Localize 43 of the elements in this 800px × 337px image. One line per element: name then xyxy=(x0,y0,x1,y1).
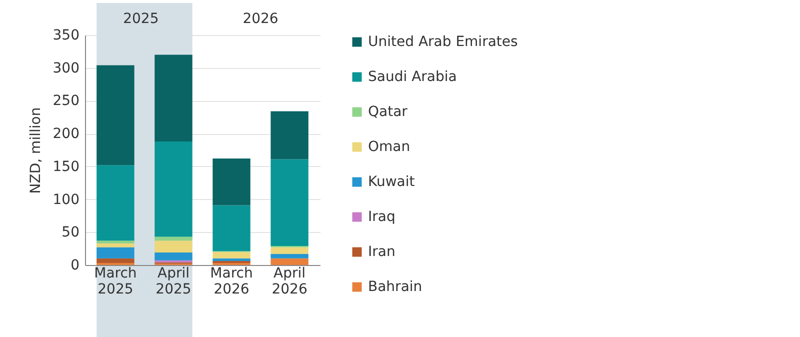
x-tick-label: March 2025 xyxy=(94,266,137,298)
bar xyxy=(96,240,134,244)
bar xyxy=(212,258,250,262)
y-tick-label: 250 xyxy=(52,93,80,110)
bar xyxy=(212,158,250,206)
legend-label: United Arab Emirates xyxy=(368,34,518,50)
legend-label: Saudi Arabia xyxy=(368,69,457,85)
bar xyxy=(154,236,192,241)
bar xyxy=(212,252,250,258)
legend-label: Oman xyxy=(368,139,410,155)
legend-label: Iraq xyxy=(368,209,396,225)
bar xyxy=(270,258,308,265)
y-axis-title: NZD, million xyxy=(28,107,44,194)
x-tick-label: April 2025 xyxy=(156,266,192,298)
bar xyxy=(270,254,308,258)
bar xyxy=(212,205,250,252)
y-tick-label: 0 xyxy=(70,258,80,274)
legend-label: Bahrain xyxy=(368,279,422,295)
bar xyxy=(96,65,134,166)
legend-label: Qatar xyxy=(368,104,408,120)
bar xyxy=(270,247,308,254)
bar xyxy=(154,252,192,260)
legend-label: Kuwait xyxy=(368,174,416,190)
bar xyxy=(270,111,308,160)
y-tick-label: 150 xyxy=(52,158,80,175)
x-tick-label: April 2026 xyxy=(272,266,308,298)
bar xyxy=(154,240,192,253)
bar xyxy=(96,243,134,248)
bar xyxy=(96,165,134,241)
y-tick-label: 200 xyxy=(52,126,80,142)
y-tick-label: 300 xyxy=(52,60,80,76)
bar xyxy=(270,159,308,246)
bar xyxy=(96,247,134,258)
bar xyxy=(154,141,192,237)
bar xyxy=(154,54,192,142)
band-label: 2025 xyxy=(123,11,159,27)
y-tick-label: 50 xyxy=(62,224,80,241)
y-tick-label: 350 xyxy=(52,28,80,44)
bar xyxy=(96,258,134,264)
text: 2026 xyxy=(242,11,278,27)
legend-label: Iran xyxy=(368,244,396,260)
y-tick-label: 100 xyxy=(52,192,80,208)
x-tick-label: March 2026 xyxy=(210,266,253,298)
